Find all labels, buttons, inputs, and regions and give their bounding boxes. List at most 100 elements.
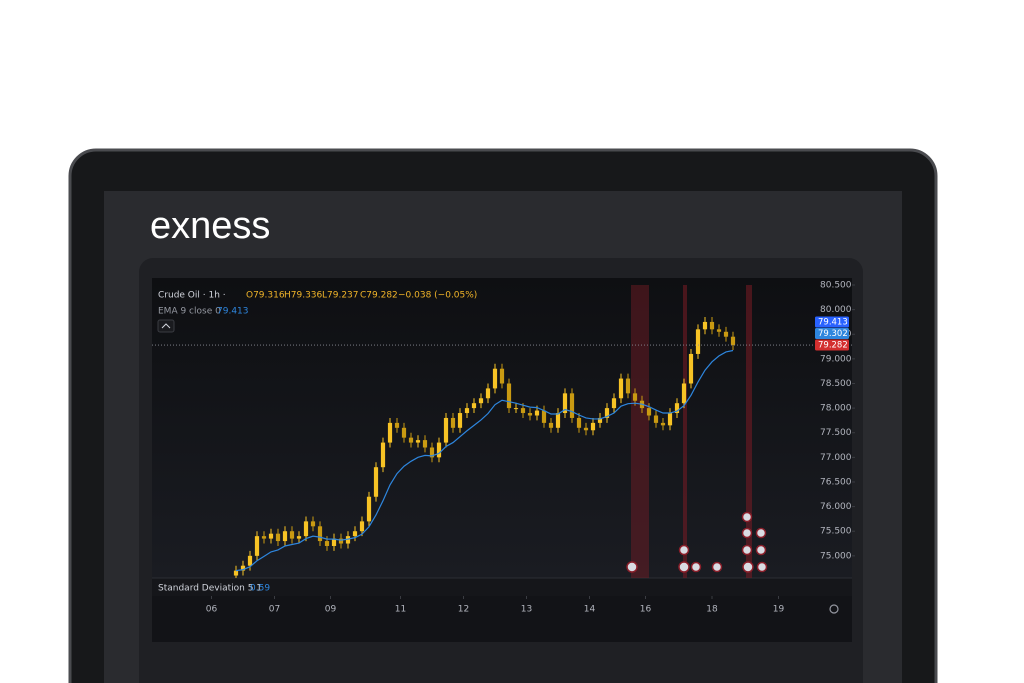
candle-body bbox=[520, 408, 526, 414]
collapse-button[interactable] bbox=[157, 319, 175, 333]
candle-body bbox=[464, 408, 470, 414]
ema-label: EMA 9 close 0 bbox=[158, 307, 221, 317]
candle-body bbox=[548, 422, 554, 428]
legend-header: Crude Oil · 1h · O79.316 H79.336 L79.237… bbox=[157, 291, 477, 594]
candle-body bbox=[345, 536, 351, 544]
price-badge-label: 79.302 bbox=[818, 329, 848, 339]
candle-body bbox=[527, 413, 533, 416]
indicator-label: Standard Deviation 5 1 bbox=[158, 584, 262, 594]
event-icon bbox=[711, 561, 723, 573]
event-icon bbox=[755, 527, 767, 539]
candle-body bbox=[338, 538, 344, 544]
event-icon bbox=[678, 561, 690, 573]
candle-body bbox=[499, 368, 505, 384]
candle-body bbox=[653, 415, 659, 423]
candle-body bbox=[611, 398, 617, 409]
plot-area bbox=[152, 278, 852, 578]
candle-body bbox=[387, 422, 393, 443]
event-band bbox=[631, 285, 649, 578]
candle-body bbox=[513, 408, 519, 410]
ohlc-open: O79.316 bbox=[246, 291, 285, 301]
y-tick-label: 79.000 bbox=[820, 354, 852, 364]
event-icon bbox=[741, 511, 753, 523]
candle-body bbox=[674, 403, 680, 414]
x-tick-label: 06 bbox=[206, 605, 218, 615]
candle-body bbox=[562, 393, 568, 414]
ema-line bbox=[235, 349, 734, 572]
indicator-pane bbox=[152, 578, 852, 596]
candle-body bbox=[716, 329, 722, 332]
price-badge bbox=[815, 339, 849, 351]
candle-body bbox=[695, 329, 701, 354]
candle-body bbox=[583, 427, 589, 431]
event-icon bbox=[755, 544, 767, 556]
event-band bbox=[683, 285, 687, 578]
candle-body bbox=[310, 521, 316, 527]
candle-body bbox=[247, 555, 253, 566]
candle-body bbox=[317, 526, 323, 542]
candle-body bbox=[261, 536, 267, 539]
candle-body bbox=[415, 440, 421, 443]
x-tick-label: 19 bbox=[773, 605, 785, 615]
y-tick-label: 76.000 bbox=[820, 502, 852, 512]
y-tick-label: 80.000 bbox=[820, 305, 852, 315]
price-badge-label: 79.413 bbox=[818, 318, 848, 328]
candle-body bbox=[688, 353, 694, 384]
candle-body bbox=[408, 437, 414, 443]
event-icon bbox=[678, 544, 690, 556]
candle-body bbox=[394, 422, 400, 428]
ohlc-change: −0.038 (−0.05%) bbox=[398, 291, 477, 301]
candle-body bbox=[296, 536, 302, 539]
event-bands bbox=[631, 285, 752, 578]
candle-body bbox=[569, 393, 575, 418]
y-tick-label: 75.500 bbox=[820, 527, 852, 537]
settings-icon[interactable] bbox=[829, 604, 839, 614]
candle-body bbox=[401, 427, 407, 438]
candle-body bbox=[709, 321, 715, 330]
logo: exness bbox=[150, 205, 270, 247]
candle-body bbox=[667, 413, 673, 426]
indicator-value: 0.59 bbox=[250, 584, 270, 594]
y-tick-label: 80.500 bbox=[820, 281, 852, 291]
candle-body bbox=[443, 417, 449, 443]
plot bbox=[233, 317, 736, 578]
x-tick-label: 13 bbox=[521, 605, 532, 615]
candle-body bbox=[436, 442, 442, 458]
candle-body bbox=[352, 531, 358, 537]
ema-value: 79.413 bbox=[217, 307, 249, 317]
candle-body bbox=[478, 398, 484, 404]
candle-body bbox=[576, 417, 582, 428]
candle-body bbox=[597, 417, 603, 423]
x-tick-label: 09 bbox=[325, 605, 337, 615]
x-tick-label: 11 bbox=[395, 605, 406, 615]
candle-body bbox=[373, 467, 379, 497]
candle-body bbox=[282, 531, 288, 542]
symbol: Crude Oil · 1h · bbox=[158, 291, 226, 301]
event-icon bbox=[626, 561, 638, 573]
candle-body bbox=[275, 533, 281, 542]
y-tick-label: 75.000 bbox=[820, 551, 852, 561]
candle-body bbox=[646, 408, 652, 416]
candle-body bbox=[660, 422, 666, 426]
candle-body bbox=[625, 378, 631, 394]
candle-body bbox=[534, 410, 540, 416]
candle-body bbox=[590, 422, 596, 431]
candle-body bbox=[632, 393, 638, 401]
x-tick-label: 14 bbox=[584, 605, 596, 615]
y-tick-label: 78.000 bbox=[820, 404, 852, 414]
x-tick-label: 16 bbox=[640, 605, 652, 615]
event-icon bbox=[690, 561, 702, 573]
candle-body bbox=[702, 321, 708, 330]
ohlc-close: C79.282 bbox=[360, 291, 398, 301]
y-tick-label: 78.500 bbox=[820, 379, 852, 389]
candle-body bbox=[457, 413, 463, 428]
x-tick-label: 12 bbox=[458, 605, 469, 615]
price-badge-label: 79.282 bbox=[818, 341, 848, 351]
event-icons bbox=[626, 511, 768, 573]
candle-body bbox=[324, 541, 330, 546]
candle-body bbox=[506, 383, 512, 409]
candle-body bbox=[681, 383, 687, 404]
candle-body bbox=[289, 531, 295, 539]
candle-body bbox=[233, 570, 239, 576]
